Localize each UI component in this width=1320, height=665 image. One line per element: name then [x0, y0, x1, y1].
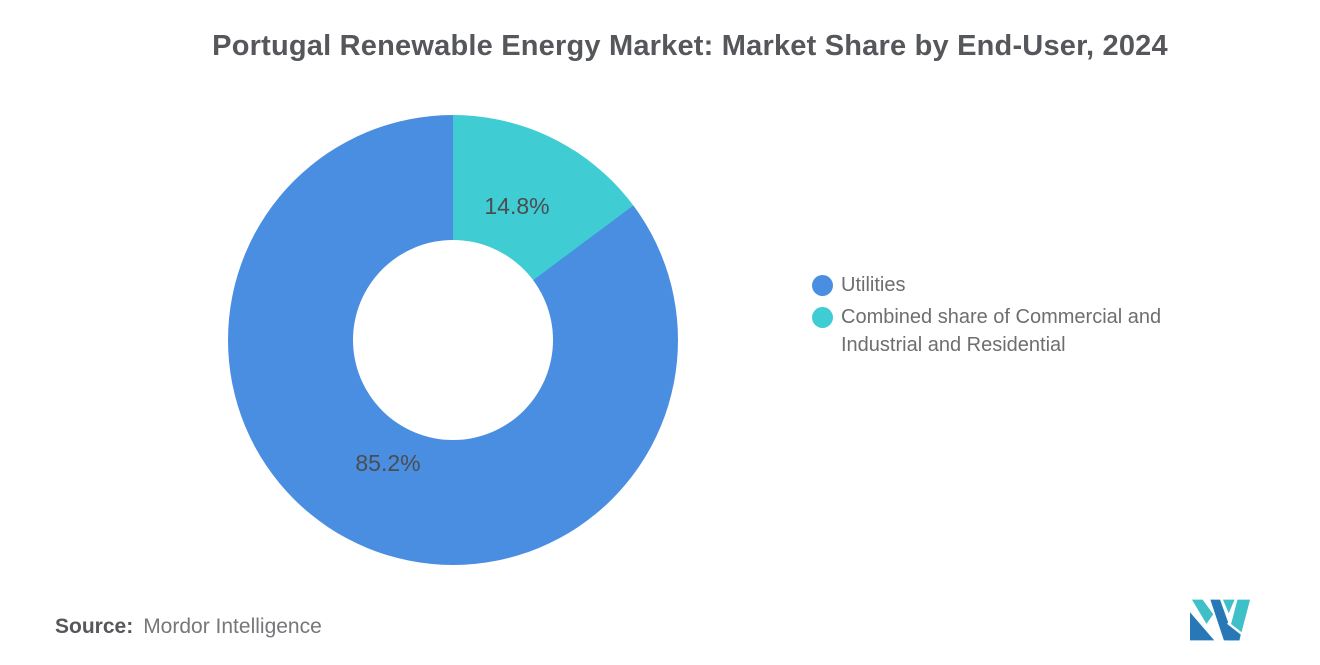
- slice-label-combined: 14.8%: [484, 193, 550, 219]
- donut-chart: 85.2% 14.8%: [228, 115, 678, 565]
- legend-marker-utilities-icon: [812, 275, 833, 296]
- logo-gap-line: [1227, 621, 1243, 635]
- legend-label-utilities: Utilities: [841, 274, 906, 296]
- logo-shape-teal-triangle: [1222, 599, 1235, 614]
- logo-shape-blue-triangle: [1190, 612, 1215, 641]
- mordor-intelligence-logo-icon: [1190, 599, 1251, 641]
- logo-shape-blue-wedge: [1226, 624, 1241, 641]
- legend-marker-combined-icon: [812, 307, 833, 328]
- legend: Utilities Combined share of Commercial a…: [812, 271, 1222, 363]
- logo-shape-teal-band: [1191, 599, 1214, 624]
- source-note: Source: Mordor Intelligence: [55, 615, 322, 639]
- legend-item-utilities[interactable]: Utilities: [812, 271, 1222, 299]
- source-label: Source:: [55, 615, 134, 638]
- legend-label-combined: Combined share of Commercial and Industr…: [841, 306, 1162, 356]
- slice-label-utilities: 85.2%: [355, 450, 421, 476]
- legend-item-combined[interactable]: Combined share of Commercial and Industr…: [812, 303, 1222, 359]
- donut-hole: [353, 240, 553, 440]
- chart-title: Portugal Renewable Energy Market: Market…: [212, 30, 1168, 62]
- source-value: Mordor Intelligence: [143, 615, 322, 638]
